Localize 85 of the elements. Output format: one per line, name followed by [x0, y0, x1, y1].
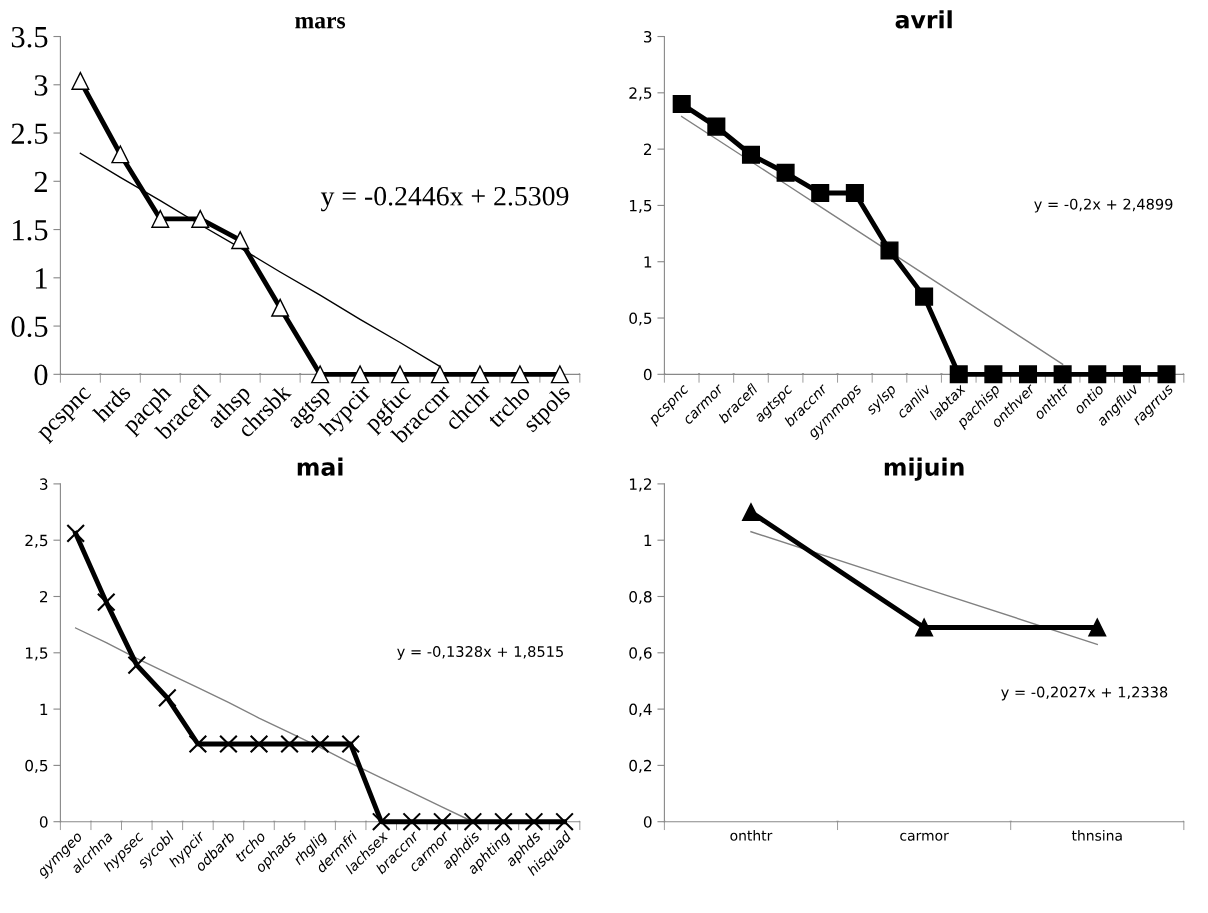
- point: [510, 365, 529, 384]
- point: [371, 812, 391, 832]
- y-tick-label: 0: [34, 364, 48, 386]
- point: [1157, 365, 1176, 384]
- point: [707, 117, 726, 136]
- y-tick-label: 1: [40, 703, 48, 715]
- point: [310, 734, 330, 754]
- point: [845, 184, 864, 203]
- point: [432, 812, 452, 832]
- y-tick-label: 1,5: [629, 200, 652, 214]
- chart-title: mars: [295, 17, 346, 29]
- annotation: y = -0,1328x + 1,8515: [397, 646, 563, 660]
- y-tick-label: 1,2: [629, 478, 652, 492]
- y-tick-label: 3: [644, 30, 652, 43]
- y-tick-label: 2.5: [11, 123, 48, 145]
- point: [463, 812, 483, 832]
- y-tick-label: 2: [34, 171, 47, 192]
- y-tick-label: 0,4: [629, 703, 652, 717]
- point: [741, 145, 761, 164]
- point: [188, 734, 208, 754]
- y-tick-label: 1: [644, 256, 652, 268]
- point: [351, 365, 370, 384]
- point: [1053, 365, 1072, 384]
- y-tick-label: 0,2: [629, 759, 652, 773]
- y-tick-label: 0: [643, 368, 652, 381]
- point: [127, 655, 147, 675]
- y-tick-label: 3: [34, 75, 48, 96]
- x-tick-label: carmor: [900, 832, 949, 841]
- point: [96, 592, 116, 612]
- point: [66, 524, 86, 543]
- y-tick-label: 2,5: [629, 87, 652, 101]
- point: [111, 145, 130, 164]
- point: [494, 812, 513, 832]
- point: [550, 365, 569, 384]
- point: [402, 812, 422, 832]
- chart-title: mai: [297, 457, 343, 476]
- point: [811, 184, 830, 203]
- point: [151, 209, 170, 228]
- point: [219, 734, 238, 754]
- y-tick-label: 0: [643, 816, 652, 828]
- y-tick-label: 2: [39, 590, 48, 603]
- point: [430, 365, 450, 384]
- y-tick-label: 1,5: [25, 647, 48, 661]
- point: [880, 241, 899, 260]
- y-tick-label: 0,5: [25, 759, 48, 773]
- point: [280, 734, 299, 754]
- y-tick-label: 1: [644, 534, 652, 546]
- y-tick-label: 0.5: [11, 316, 48, 338]
- point: [157, 688, 177, 708]
- y-tick-label: 2: [643, 143, 652, 155]
- point: [391, 365, 410, 384]
- y-tick-label: 3: [40, 478, 48, 490]
- point: [524, 812, 544, 832]
- point: [271, 298, 290, 317]
- point: [555, 812, 574, 832]
- point: [231, 231, 250, 250]
- chart-title: avril: [895, 10, 952, 29]
- point: [1122, 365, 1141, 384]
- point: [984, 365, 1003, 384]
- point: [341, 734, 361, 754]
- chart-title: mijuin: [884, 457, 964, 481]
- annotation: y = -0,2x + 2,4899: [1034, 198, 1173, 213]
- point: [71, 71, 90, 90]
- y-tick-label: 1: [36, 268, 47, 289]
- y-tick-label: 0,8: [629, 590, 652, 605]
- y-tick-label: 2,5: [25, 534, 48, 548]
- point: [191, 209, 210, 228]
- y-tick-label: 0,6: [629, 647, 652, 661]
- y-tick-label: 0,5: [629, 312, 652, 326]
- x-tick-label: thnsina: [1071, 830, 1122, 841]
- point: [776, 163, 795, 182]
- point: [470, 365, 489, 384]
- x-tick-label: onthtr: [730, 830, 773, 841]
- point: [672, 95, 691, 114]
- point: [1088, 365, 1107, 384]
- y-tick-label: 1.5: [13, 219, 48, 241]
- annotation: y = -0,2027x + 1,2338: [1001, 686, 1168, 701]
- annotation: y = -0.2446x + 2.5309: [320, 186, 569, 212]
- y-tick-label: 3.5: [11, 26, 48, 48]
- point: [949, 365, 968, 384]
- y-tick-label: 0: [39, 816, 48, 828]
- point: [915, 287, 934, 306]
- point: [1018, 365, 1038, 384]
- point: [311, 365, 330, 384]
- point: [249, 734, 269, 754]
